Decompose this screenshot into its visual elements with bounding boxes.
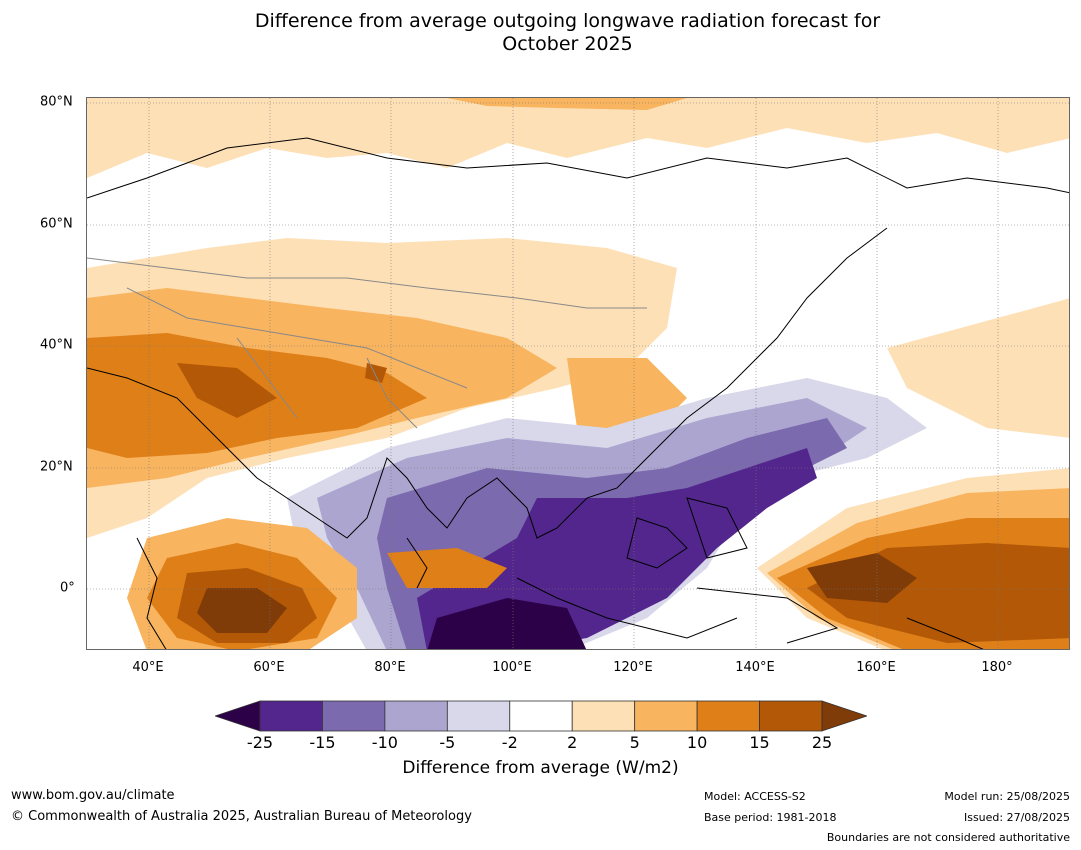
lon-label: 140°E xyxy=(735,660,775,675)
gridlines xyxy=(87,98,1069,649)
anomaly-region xyxy=(177,363,277,418)
issued-date: Issued: 27/08/2025 xyxy=(963,811,1070,824)
colorbar-tick-label: 2 xyxy=(567,733,578,752)
base-period: Base period: 1981-2018 xyxy=(704,811,837,824)
colorbar-segment xyxy=(634,700,698,732)
anomaly-region xyxy=(387,548,507,588)
colorbar-tick-label: -25 xyxy=(246,733,274,752)
colorbar-segment xyxy=(759,700,823,732)
lon-label: 180° xyxy=(981,660,1013,675)
lon-label: 120°E xyxy=(613,660,653,675)
coastlines xyxy=(87,137,1069,649)
website-link[interactable]: www.bom.gov.au/climate xyxy=(11,788,175,803)
model-name: Model: ACCESS-S2 xyxy=(704,790,806,803)
borders xyxy=(87,257,647,429)
colorbar-label: Difference from average (W/m2) xyxy=(402,758,679,778)
lat-label: 20°N xyxy=(40,459,73,475)
colorbar-tick-label: 10 xyxy=(686,733,708,752)
colorbar-tick-label: 5 xyxy=(629,733,640,752)
colorbar-segment xyxy=(509,700,573,732)
colorbar-segment xyxy=(259,700,323,732)
colorbar-segment xyxy=(446,700,511,732)
colorbar-extend-high xyxy=(821,700,869,732)
colorbar-segment xyxy=(384,700,448,732)
lon-label: 80°E xyxy=(374,660,406,675)
colorbar-tick-label: -15 xyxy=(309,733,336,752)
colorbar-tick-label: -10 xyxy=(371,733,398,752)
disclaimer: Boundaries are not considered authoritat… xyxy=(826,831,1070,844)
copyright: © Commonwealth of Australia 2025, Austra… xyxy=(11,809,472,824)
colorbar-segment xyxy=(322,700,386,732)
forecast-map xyxy=(86,97,1070,650)
anomaly-region xyxy=(447,98,687,110)
lon-label: 40°E xyxy=(132,660,164,675)
colorbar-segment xyxy=(696,700,760,732)
colorbar-segment xyxy=(571,700,636,732)
anomaly-region xyxy=(427,598,587,649)
anomaly-region xyxy=(887,298,1069,438)
lon-label: 100°E xyxy=(492,660,532,675)
colorbar-tick-label: -2 xyxy=(501,733,518,752)
colorbar-extend-low xyxy=(213,700,261,732)
lat-label: 60°N xyxy=(40,216,73,232)
lat-label: 40°N xyxy=(40,337,73,353)
title-line-1: Difference from average outgoing longwav… xyxy=(254,10,881,32)
anomaly-region xyxy=(807,553,917,603)
colorbar-tick-label: 25 xyxy=(811,733,833,752)
model-run: Model run: 25/08/2025 xyxy=(944,790,1070,803)
colorbar-tick-label: -5 xyxy=(439,733,456,752)
map-title: Difference from average outgoing longwav… xyxy=(0,10,1081,56)
anomaly-region xyxy=(197,588,287,633)
anomaly-region xyxy=(365,363,387,383)
colorbar-tick-label: 15 xyxy=(749,733,770,752)
lat-label: 80°N xyxy=(40,94,73,110)
colorbar xyxy=(213,700,869,732)
lon-label: 60°E xyxy=(253,660,285,675)
anomaly-region xyxy=(87,98,1069,178)
title-line-2: October 2025 xyxy=(502,33,633,55)
lon-label: 160°E xyxy=(856,660,896,675)
anomaly-region xyxy=(417,448,817,649)
lat-label: 0° xyxy=(60,580,75,596)
